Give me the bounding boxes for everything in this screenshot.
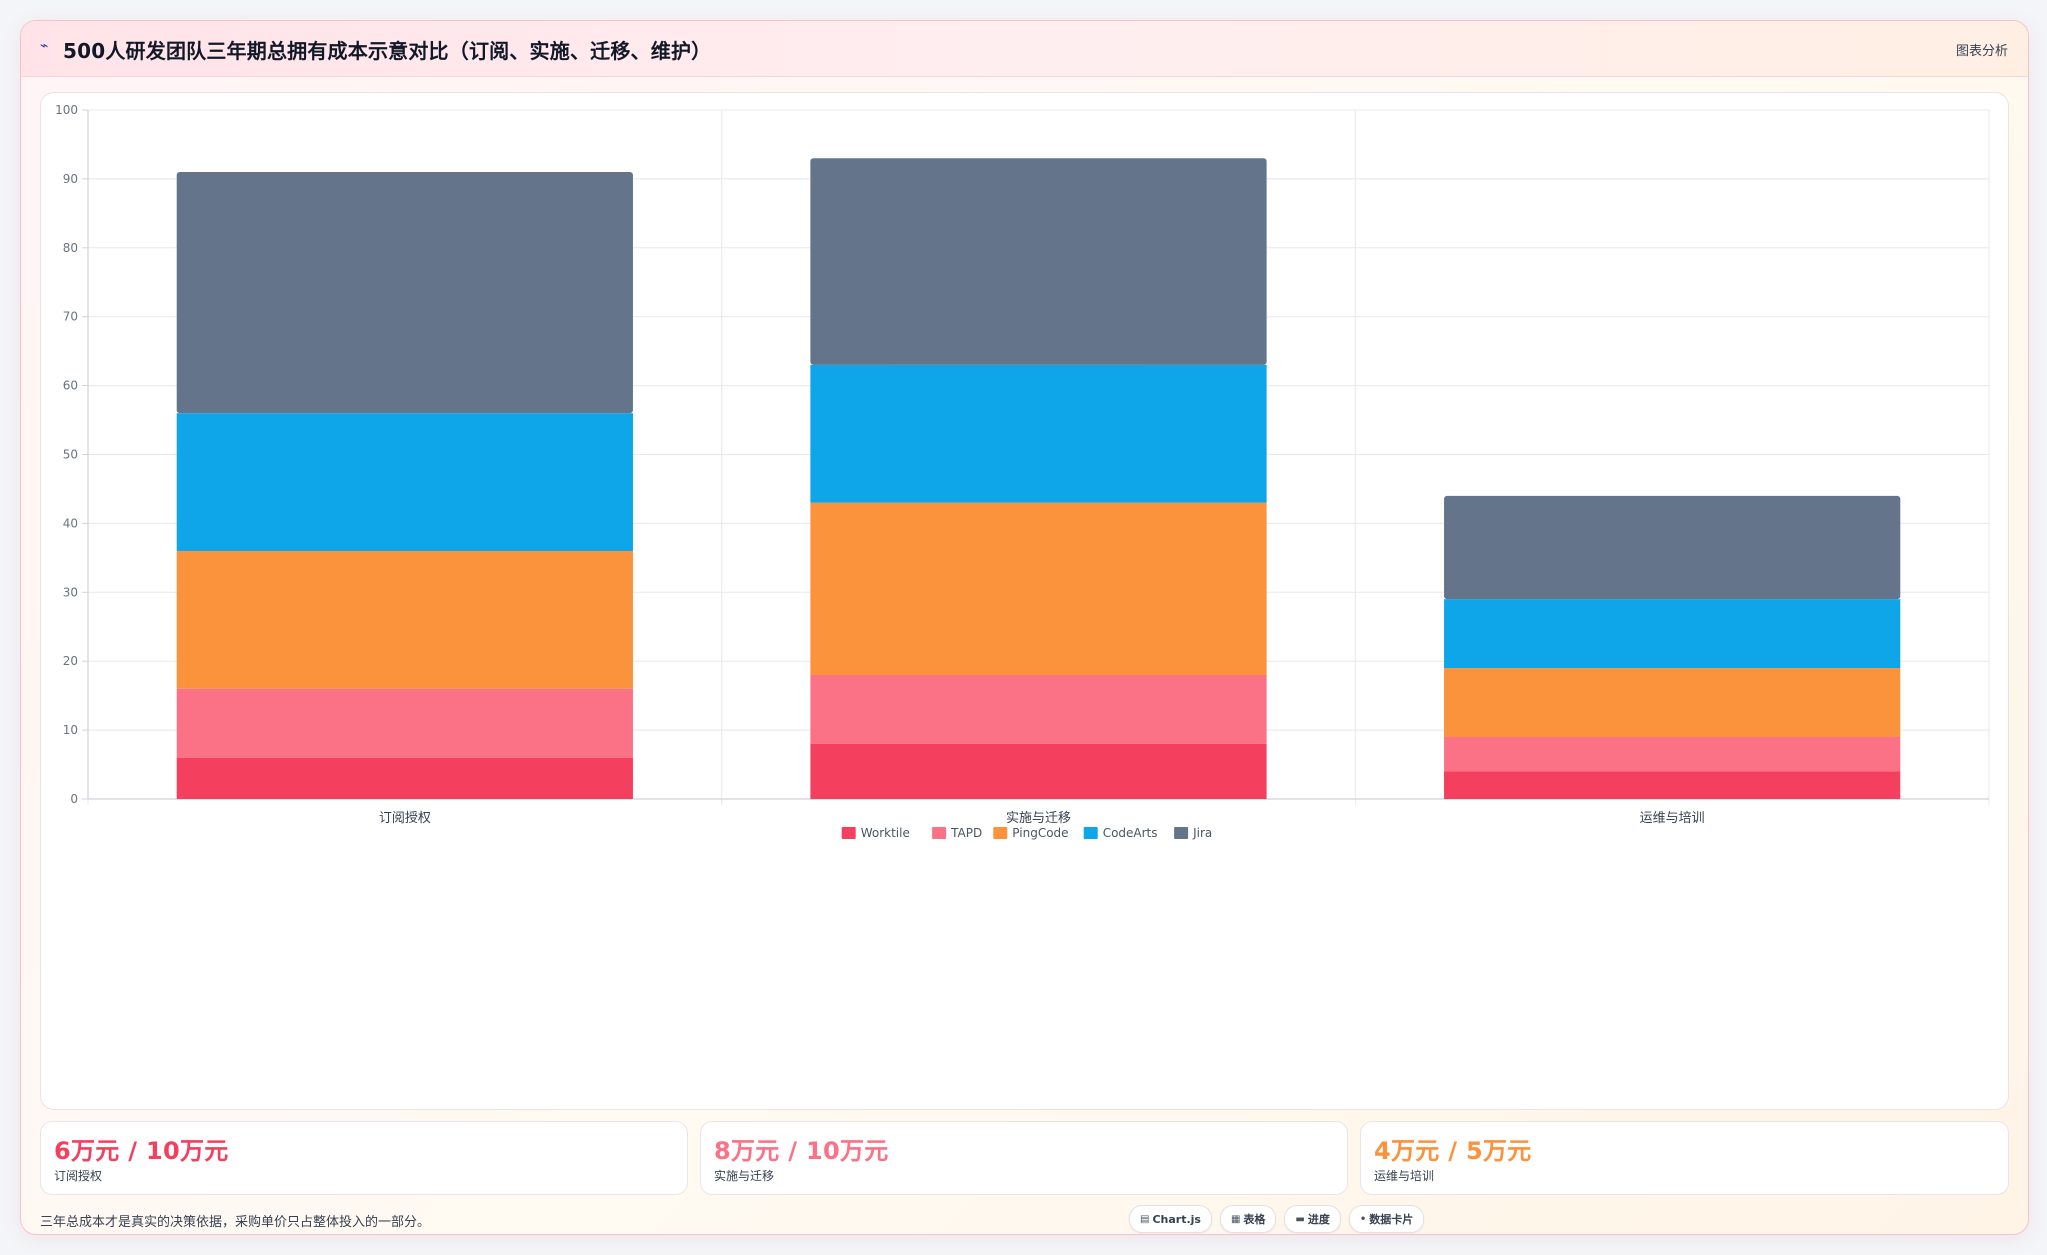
pill-table[interactable]: ▦ 表格	[1219, 1205, 1277, 1233]
pill-label: 进度	[1307, 1213, 1330, 1226]
y-tick-label: 20	[63, 654, 78, 668]
chart-card: 0 10 20 30 40 50 60 70 80 90 100 订阅授权 实施与迁移 运维与培训 Work…	[40, 92, 2009, 1110]
bar-segment-tapd	[810, 674, 1267, 744]
view-switcher: ▤ Chart.js ▦ 表格 ▬ 进度 • 数据卡片	[1129, 1205, 1425, 1233]
y-tick-label: 100	[55, 103, 78, 117]
y-tick-label: 80	[63, 241, 78, 255]
y-tick-label: 10	[63, 723, 78, 737]
stat-card-implementation: 8万元 / 10万元 实施与迁移	[700, 1121, 1348, 1195]
pill-data-card[interactable]: • 数据卡片	[1348, 1205, 1425, 1233]
footnote: 三年总成本才是真实的决策依据，采购单价只占整体投入的一部分。	[40, 1215, 431, 1230]
stat-card-operations: 4万元 / 5万元 运维与培训	[1360, 1121, 2009, 1195]
legend-label: Worktile	[861, 826, 910, 840]
progress-icon: ▬	[1295, 1213, 1305, 1225]
stat-label: 订阅授权	[54, 1169, 103, 1183]
bar-segment-tapd	[176, 688, 633, 758]
stat-label: 实施与迁移	[714, 1169, 775, 1183]
bar-segment-worktile	[810, 743, 1267, 799]
card-icon: •	[1359, 1213, 1367, 1225]
bar-segment-worktile	[176, 757, 633, 799]
stat-value: 4万元 / 5万元	[1374, 1137, 1532, 1165]
legend-swatch	[1174, 827, 1189, 839]
stat-value: 8万元 / 10万元	[714, 1137, 889, 1165]
legend-swatch	[993, 827, 1008, 839]
page-title: 500人研发团队三年期总拥有成本示意对比（订阅、实施、迁移、维护）	[63, 39, 712, 63]
pill-chartjs[interactable]: ▤ Chart.js	[1129, 1205, 1212, 1233]
legend-swatch	[841, 827, 856, 839]
legend-label: CodeArts	[1103, 826, 1158, 840]
stacked-bar-chart: 0 10 20 30 40 50 60 70 80 90 100 订阅授权 实施与迁移 运维与培训 Work…	[55, 103, 1990, 840]
pill-label: 表格	[1243, 1213, 1266, 1226]
y-tick-label: 50	[63, 448, 78, 462]
bar-segment-codearts	[1444, 599, 1901, 669]
bar-segment-jira	[1444, 495, 1901, 600]
y-tick-label: 40	[63, 516, 78, 530]
pill-progress[interactable]: ▬ 进度	[1284, 1205, 1341, 1233]
x-tick-label: 实施与迁移	[1006, 811, 1071, 826]
y-tick-label: 0	[70, 792, 78, 806]
stat-value: 6万元 / 10万元	[54, 1137, 229, 1165]
bar-segment-codearts	[810, 364, 1267, 503]
y-tick-label: 60	[63, 379, 78, 393]
bar-segment-pingcode	[176, 550, 633, 689]
x-tick-label: 订阅授权	[379, 810, 431, 826]
stat-label: 运维与培训	[1374, 1169, 1435, 1183]
panel-header: ⌁ 500人研发团队三年期总拥有成本示意对比（订阅、实施、迁移、维护） 图表分析	[21, 21, 2028, 77]
bar-segment-pingcode	[810, 502, 1267, 675]
y-tick-label: 90	[63, 172, 78, 186]
legend-label: PingCode	[1012, 826, 1068, 840]
chart-icon: ▤	[1140, 1213, 1150, 1225]
chart-panel: ⌁ 500人研发团队三年期总拥有成本示意对比（订阅、实施、迁移、维护） 图表分析…	[20, 20, 2029, 1235]
bar-segment-codearts	[176, 413, 633, 551]
y-tick-label: 70	[63, 310, 78, 324]
pill-label: Chart.js	[1152, 1212, 1201, 1226]
table-icon: ▦	[1230, 1213, 1241, 1225]
pill-label: 数据卡片	[1369, 1213, 1414, 1226]
chart-analysis-button[interactable]: 图表分析	[1955, 44, 2008, 59]
legend-label: Jira	[1192, 826, 1212, 840]
chart-line-icon: ⌁	[40, 38, 49, 54]
bar-segment-jira	[810, 158, 1267, 365]
y-tick-label: 30	[63, 585, 78, 599]
stat-card-subscription: 6万元 / 10万元 订阅授权	[40, 1121, 688, 1195]
legend-label: TAPD	[950, 826, 982, 840]
bar-segment-jira	[176, 172, 633, 414]
x-tick-label: 运维与培训	[1640, 810, 1705, 826]
bar-segment-worktile	[1444, 771, 1901, 799]
legend-swatch	[1083, 827, 1098, 839]
bar-segment-pingcode	[1444, 668, 1901, 737]
bar-segment-tapd	[1444, 736, 1901, 772]
legend-swatch	[932, 827, 947, 839]
